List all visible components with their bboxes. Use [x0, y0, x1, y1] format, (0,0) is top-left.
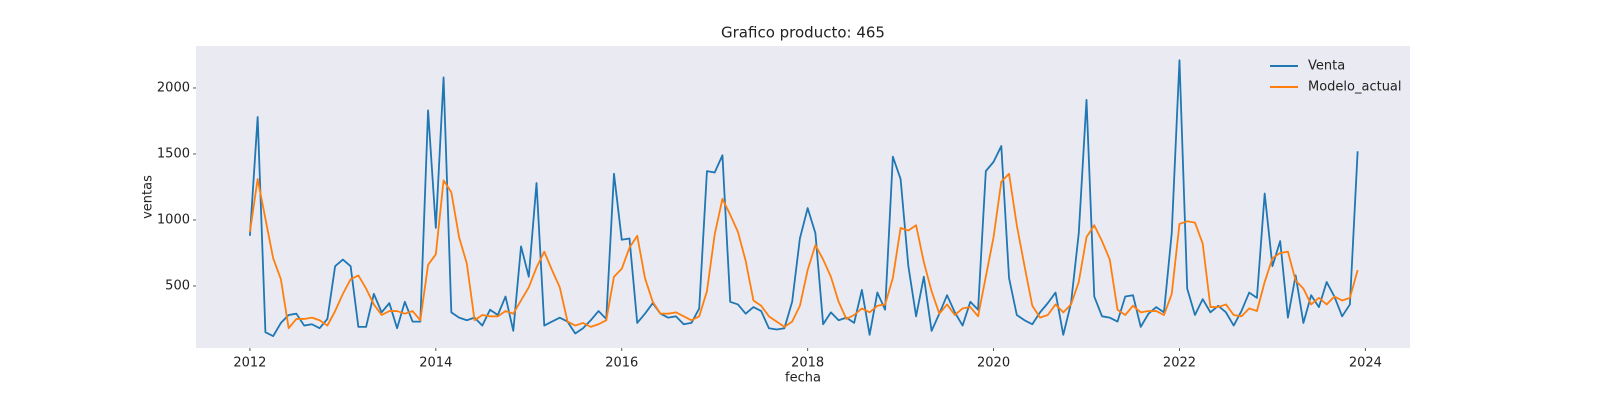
- x-tick-label: 2022: [1163, 356, 1196, 371]
- x-tick-label: 2016: [605, 356, 638, 371]
- x-tick-label: 2020: [977, 356, 1010, 371]
- series-line: [249, 59, 1359, 338]
- x-tick-label: 2012: [233, 356, 266, 371]
- x-tick-label: 2024: [1349, 356, 1382, 371]
- y-axis-label: ventas: [141, 175, 156, 219]
- series-line: [249, 172, 1359, 330]
- y-tick-label: 1500: [157, 146, 190, 161]
- legend-label: Modelo_actual: [1308, 80, 1402, 95]
- legend-label: Venta: [1308, 59, 1345, 74]
- y-tick-label: 500: [165, 278, 190, 293]
- x-axis-label: fecha: [785, 371, 821, 386]
- chart-title: Grafico producto: 465: [721, 24, 885, 42]
- x-tick-label: 2018: [791, 356, 824, 371]
- plot-area: [196, 46, 1410, 348]
- y-tick-label: 2000: [157, 80, 190, 95]
- x-tick-label: 2014: [419, 356, 452, 371]
- y-tick-label: 1000: [157, 212, 190, 227]
